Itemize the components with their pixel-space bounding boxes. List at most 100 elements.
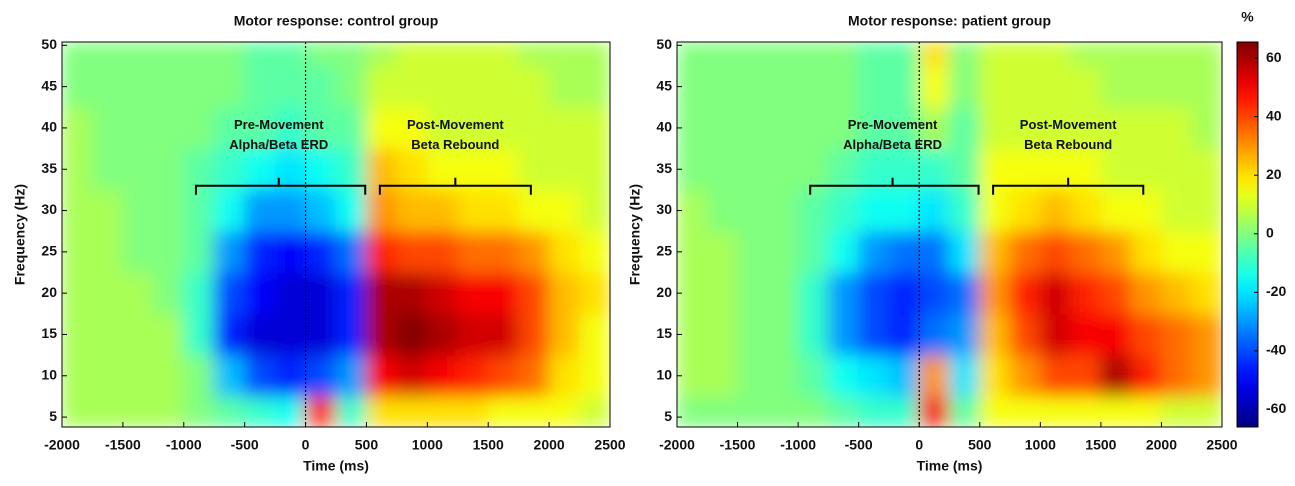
- heatmap-cell: [1009, 395, 1041, 427]
- heatmap-cell: [979, 230, 1011, 274]
- heatmap-cell: [305, 65, 337, 108]
- heatmap-cell: [426, 354, 459, 397]
- heatmap-cell: [487, 65, 520, 108]
- heatmap-cell: [365, 65, 398, 108]
- heatmap-cell: [426, 272, 459, 315]
- heatmap-cell: [677, 189, 708, 232]
- heatmap-cell: [1191, 230, 1222, 274]
- heatmap-cells: [677, 42, 1222, 427]
- heatmap-cell: [979, 106, 1011, 150]
- heatmap-cell: [677, 148, 708, 191]
- heatmap-cell: [1160, 106, 1193, 150]
- heatmap-cell: [548, 395, 581, 427]
- heatmap-cell: [396, 354, 428, 397]
- heatmap-cell: [827, 313, 860, 356]
- heatmap-cell: [1009, 354, 1041, 397]
- heatmap-cell: [858, 395, 890, 427]
- y-axis-label: Frequency (Hz): [627, 184, 643, 285]
- heatmap-cell: [518, 106, 550, 150]
- heatmap-cell: [183, 148, 215, 191]
- heatmap-cell: [1070, 106, 1102, 150]
- heatmap-cell: [918, 354, 950, 397]
- heatmap-cell: [335, 395, 367, 427]
- heatmap-cell: [335, 272, 367, 315]
- heatmap-cell: [518, 148, 550, 191]
- heatmap-cell: [548, 106, 581, 150]
- heatmap-cell: [949, 148, 981, 191]
- heatmap-cell: [487, 189, 520, 232]
- colorbar-tick-label: -20: [1266, 283, 1286, 299]
- heatmap-cell: [1130, 272, 1162, 315]
- heatmap-cell: [1070, 42, 1102, 67]
- heatmap-cell: [213, 42, 246, 67]
- heatmap-cell: [767, 189, 799, 232]
- heatmap-cell: [827, 189, 860, 232]
- heatmap-cell: [737, 230, 769, 274]
- heatmap-cell: [1100, 42, 1132, 67]
- colorbar-tick-label: -60: [1266, 400, 1286, 416]
- heatmap-cell: [335, 65, 367, 108]
- heatmap-cell: [213, 354, 246, 397]
- heatmap-cell: [518, 313, 550, 356]
- heatmap-cell: [1039, 65, 1072, 108]
- heatmap-cell: [91, 65, 124, 108]
- heatmap-cell: [152, 106, 185, 150]
- heatmap-cell: [1130, 65, 1162, 108]
- heatmap-cell: [797, 65, 829, 108]
- heatmap-cell: [122, 313, 154, 356]
- heatmap-cell: [706, 189, 739, 232]
- heatmap-cell: [244, 42, 276, 67]
- heatmap-cell: [888, 106, 920, 150]
- heatmap: [62, 42, 610, 427]
- heatmap-cell: [827, 106, 860, 150]
- heatmap-cell: [335, 354, 367, 397]
- heatmap-cell: [1130, 42, 1162, 67]
- y-tick-label: 25: [41, 243, 57, 259]
- heatmap-cell: [62, 148, 93, 191]
- y-tick-label: 40: [656, 119, 672, 135]
- heatmap-cell: [737, 395, 769, 427]
- heatmap-cell: [1191, 106, 1222, 150]
- annotation: Pre-Movement: [234, 117, 324, 132]
- heatmap-cell: [888, 354, 920, 397]
- heatmap-cell: [949, 272, 981, 315]
- colorbar-tick-label: 60: [1266, 49, 1282, 65]
- heatmap-cell: [706, 65, 739, 108]
- heatmap-cell: [183, 106, 215, 150]
- heatmap-cell: [274, 189, 307, 232]
- heatmap-cell: [91, 42, 124, 67]
- heatmap-cell: [426, 148, 459, 191]
- y-tick-label: 45: [656, 77, 672, 93]
- heatmap-cell: [979, 313, 1011, 356]
- bracket: [809, 177, 980, 195]
- heatmap-cell: [677, 354, 708, 397]
- heatmap-cell: [152, 272, 185, 315]
- heatmap-cell: [677, 230, 708, 274]
- heatmap-cell: [335, 106, 367, 150]
- heatmap-cell: [183, 189, 215, 232]
- heatmap-cell: [1130, 395, 1162, 427]
- heatmap-cell: [91, 354, 124, 397]
- heatmap-cell: [244, 272, 276, 315]
- heatmap-cell: [213, 106, 246, 150]
- heatmap-cell: [62, 313, 93, 356]
- heatmap-cell: [797, 354, 829, 397]
- heatmap-cell: [1191, 313, 1222, 356]
- y-tick-label: 35: [41, 160, 57, 176]
- heatmap-cell: [457, 106, 489, 150]
- heatmap-cell: [91, 189, 124, 232]
- heatmap-cell: [767, 230, 799, 274]
- heatmap-cell: [579, 148, 610, 191]
- heatmap-cell: [767, 65, 799, 108]
- heatmap-cell: [518, 230, 550, 274]
- heatmap-cell: [457, 189, 489, 232]
- heatmap-cell: [365, 189, 398, 232]
- heatmap-cell: [548, 230, 581, 274]
- heatmap-cell: [426, 230, 459, 274]
- x-tick-label: -1000: [166, 437, 202, 453]
- heatmap-cell: [1160, 395, 1193, 427]
- heatmap-cell: [274, 106, 307, 150]
- heatmap-cell: [122, 395, 154, 427]
- heatmap-cell: [888, 230, 920, 274]
- heatmap-cell: [1039, 354, 1072, 397]
